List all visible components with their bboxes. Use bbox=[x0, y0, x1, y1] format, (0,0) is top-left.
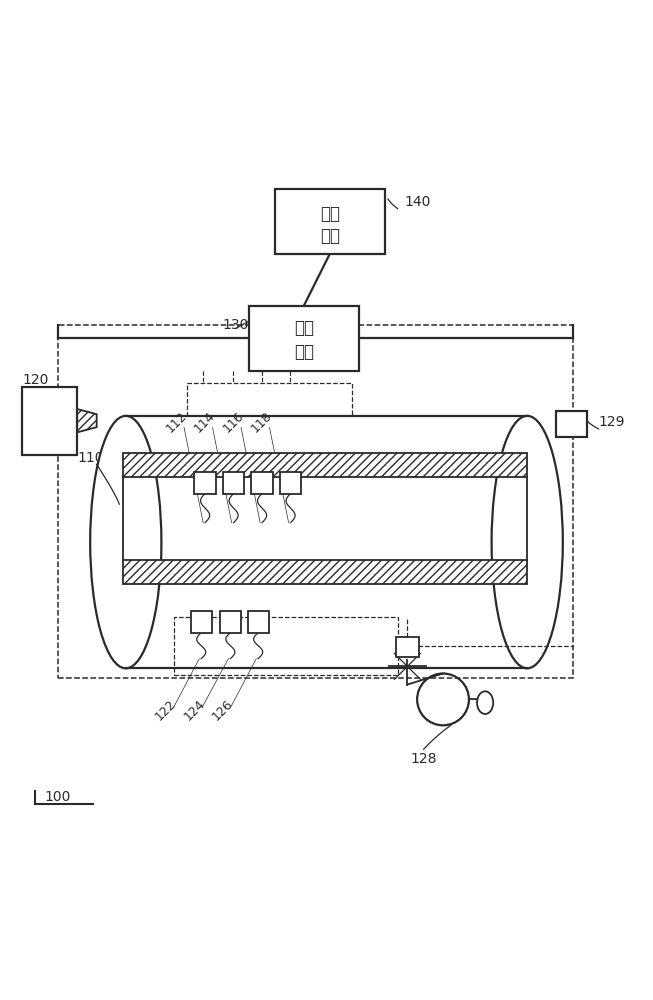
Text: 130: 130 bbox=[223, 318, 249, 332]
Bar bbox=[195, 472, 215, 494]
Text: 118: 118 bbox=[249, 409, 275, 435]
Bar bbox=[396, 637, 419, 657]
Bar bbox=[22, 387, 77, 455]
Bar bbox=[556, 411, 588, 437]
Bar bbox=[249, 306, 359, 371]
Polygon shape bbox=[77, 409, 97, 432]
Bar bbox=[251, 472, 273, 494]
Bar bbox=[247, 611, 269, 633]
Bar bbox=[191, 611, 212, 633]
Text: 126: 126 bbox=[210, 697, 236, 723]
Bar bbox=[174, 617, 398, 675]
Text: 示显: 示显 bbox=[320, 205, 340, 223]
Text: 114: 114 bbox=[192, 409, 217, 435]
Text: 电路: 电路 bbox=[294, 343, 314, 361]
Bar bbox=[187, 383, 353, 455]
Text: 128: 128 bbox=[410, 752, 437, 766]
Text: 110: 110 bbox=[77, 451, 104, 465]
Text: 112: 112 bbox=[163, 409, 189, 435]
Bar bbox=[58, 325, 573, 678]
Text: 140: 140 bbox=[404, 195, 430, 209]
Text: 129: 129 bbox=[598, 415, 625, 429]
Text: 装置: 装置 bbox=[320, 227, 340, 245]
Bar bbox=[223, 472, 244, 494]
Bar bbox=[123, 560, 527, 584]
Bar bbox=[219, 611, 241, 633]
Bar bbox=[275, 189, 385, 254]
Text: 120: 120 bbox=[22, 373, 48, 387]
Text: 122: 122 bbox=[153, 697, 179, 723]
Bar bbox=[280, 472, 301, 494]
Text: 100: 100 bbox=[45, 790, 71, 804]
Bar bbox=[126, 416, 527, 668]
Bar bbox=[123, 453, 527, 477]
Text: 116: 116 bbox=[220, 409, 246, 435]
Text: 124: 124 bbox=[182, 697, 208, 723]
Text: 控制: 控制 bbox=[294, 319, 314, 337]
Ellipse shape bbox=[90, 416, 161, 668]
Ellipse shape bbox=[492, 416, 563, 668]
